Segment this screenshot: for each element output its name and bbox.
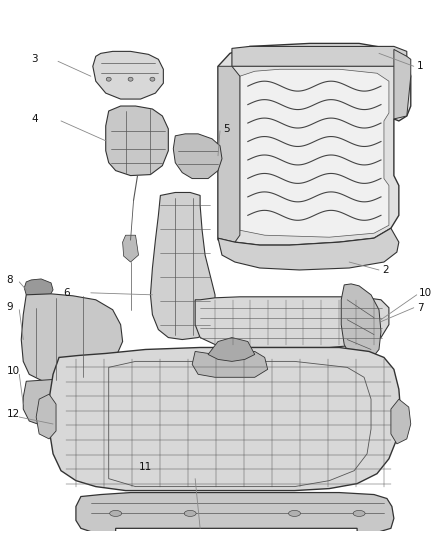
Text: 6: 6 [63, 288, 70, 298]
Text: 7: 7 [417, 303, 424, 313]
Ellipse shape [128, 77, 133, 81]
Polygon shape [391, 399, 411, 444]
Polygon shape [150, 192, 215, 340]
Text: 11: 11 [138, 462, 152, 472]
Polygon shape [36, 394, 56, 439]
Polygon shape [123, 235, 138, 262]
Polygon shape [208, 337, 255, 361]
Polygon shape [218, 66, 240, 242]
Text: 3: 3 [31, 54, 38, 64]
Polygon shape [394, 50, 411, 119]
Polygon shape [76, 492, 394, 533]
Text: 4: 4 [31, 114, 38, 124]
Text: 2: 2 [382, 265, 389, 275]
Text: 10: 10 [419, 288, 432, 298]
Polygon shape [49, 348, 401, 490]
Ellipse shape [289, 511, 300, 516]
Polygon shape [23, 379, 93, 427]
Polygon shape [232, 46, 407, 66]
Text: 10: 10 [7, 366, 19, 376]
Ellipse shape [110, 511, 122, 516]
Polygon shape [218, 228, 399, 270]
Polygon shape [106, 106, 168, 175]
Polygon shape [24, 279, 53, 299]
Polygon shape [21, 294, 123, 381]
Text: 1: 1 [417, 61, 424, 71]
Ellipse shape [184, 511, 196, 516]
Ellipse shape [353, 511, 365, 516]
Text: 9: 9 [7, 302, 13, 312]
Polygon shape [93, 51, 163, 99]
Text: 12: 12 [7, 409, 20, 419]
Text: 5: 5 [223, 124, 230, 134]
Ellipse shape [150, 77, 155, 81]
Text: 8: 8 [7, 275, 13, 285]
Polygon shape [218, 43, 411, 245]
Polygon shape [195, 297, 389, 348]
Polygon shape [173, 134, 222, 179]
Polygon shape [341, 284, 381, 361]
Polygon shape [192, 351, 268, 377]
Ellipse shape [106, 77, 111, 81]
Polygon shape [240, 69, 389, 237]
